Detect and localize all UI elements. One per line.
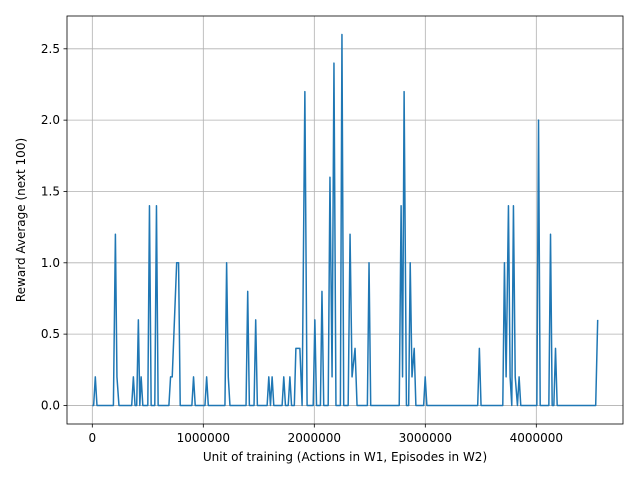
x-tick-label: 3000000	[399, 431, 452, 445]
y-tick-label: 0.5	[41, 327, 60, 341]
y-axis-label: Reward Average (next 100)	[14, 138, 28, 302]
y-tick-label: 1.5	[41, 184, 60, 198]
y-tick-label: 2.0	[41, 113, 60, 127]
y-tick-label: 0.0	[41, 398, 60, 412]
y-tick-label: 1.0	[41, 256, 60, 270]
x-tick-label: 4000000	[510, 431, 563, 445]
x-axis-label: Unit of training (Actions in W1, Episode…	[203, 450, 487, 464]
y-tick-label: 2.5	[41, 42, 60, 56]
x-tick-label: 2000000	[288, 431, 341, 445]
data-line	[92, 33, 599, 407]
x-tick-label: 1000000	[177, 431, 230, 445]
axes-frame	[66, 15, 624, 425]
x-tick-label: 0	[88, 431, 96, 445]
